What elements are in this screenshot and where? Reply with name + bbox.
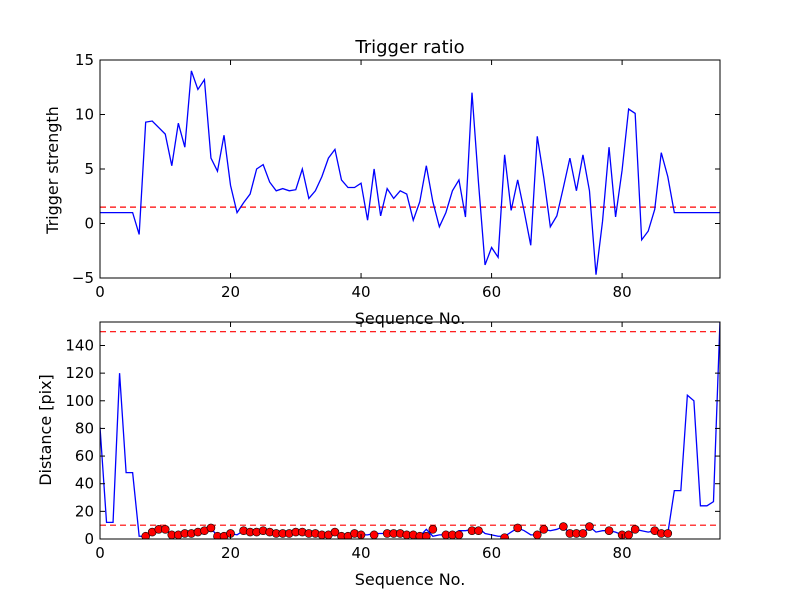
- y-tick-label: 20: [75, 502, 94, 520]
- data-point: [624, 530, 633, 539]
- x-tick-label: 60: [482, 283, 501, 301]
- chart-title: Trigger ratio: [354, 37, 464, 58]
- data-point: [539, 525, 549, 534]
- y-tick-label: 5: [84, 160, 94, 178]
- data-point: [500, 533, 509, 539]
- data-point: [578, 529, 588, 538]
- trigger-ratio-axes-frame: [99, 59, 721, 279]
- data-point: [454, 530, 464, 539]
- data-point: [422, 531, 431, 539]
- y-tick-label: 0: [84, 530, 94, 548]
- data-point: [330, 527, 340, 537]
- x-tick-label: 0: [95, 544, 105, 562]
- data-point: [428, 525, 438, 534]
- y-tick-label: 120: [65, 364, 94, 382]
- distance-axes-frame: [99, 321, 721, 540]
- data-point: [663, 529, 673, 538]
- x-tick-label: 20: [221, 283, 240, 301]
- data-point: [532, 530, 542, 539]
- x-tick-label: 0: [95, 283, 105, 301]
- distance-chart: 0 20 40 60 80 0 20 40 60 80 100 120 140 Sequence No.…: [36, 321, 721, 589]
- y-tick-label: 15: [75, 51, 94, 69]
- data-point: [160, 525, 170, 534]
- data-point: [604, 526, 614, 536]
- data-point: [559, 522, 568, 531]
- plot-area: [100, 70, 720, 275]
- distance-ticks: 0 20 40 60 80 0 20 40 60 80 100 120 140: [65, 322, 720, 562]
- x-tick-label: 60: [482, 544, 501, 562]
- plot-area: [100, 322, 720, 539]
- series-line: [100, 322, 720, 537]
- trigger-ratio-marks: [100, 70, 720, 275]
- top-y-axis-label: Trigger strength: [43, 106, 62, 235]
- bottom-x-axis-label: Sequence No.: [355, 570, 466, 589]
- data-point: [630, 525, 640, 534]
- y-tick-label: −5: [72, 269, 94, 287]
- data-point: [585, 522, 594, 531]
- y-tick-label: 40: [75, 475, 94, 493]
- bottom-y-axis-label: Distance [pix]: [36, 374, 55, 486]
- x-tick-label: 80: [613, 544, 632, 562]
- y-tick-label: 0: [84, 215, 94, 233]
- x-tick-label: 40: [352, 544, 371, 562]
- data-point: [206, 523, 216, 533]
- y-tick-label: 80: [75, 419, 94, 437]
- y-tick-label: 60: [75, 447, 94, 465]
- top-x-axis-label: Sequence No.: [355, 309, 466, 328]
- data-point: [474, 526, 483, 536]
- data-point: [141, 531, 150, 539]
- data-point: [513, 523, 522, 533]
- y-tick-label: 140: [65, 336, 94, 354]
- series-line: [100, 70, 720, 275]
- y-tick-label: 100: [65, 392, 94, 410]
- x-tick-label: 80: [613, 283, 632, 301]
- y-tick-label: 10: [75, 106, 94, 124]
- data-point: [369, 530, 379, 539]
- x-tick-label: 40: [352, 283, 371, 301]
- distance-marks: [100, 322, 720, 539]
- x-tick-label: 20: [221, 544, 240, 562]
